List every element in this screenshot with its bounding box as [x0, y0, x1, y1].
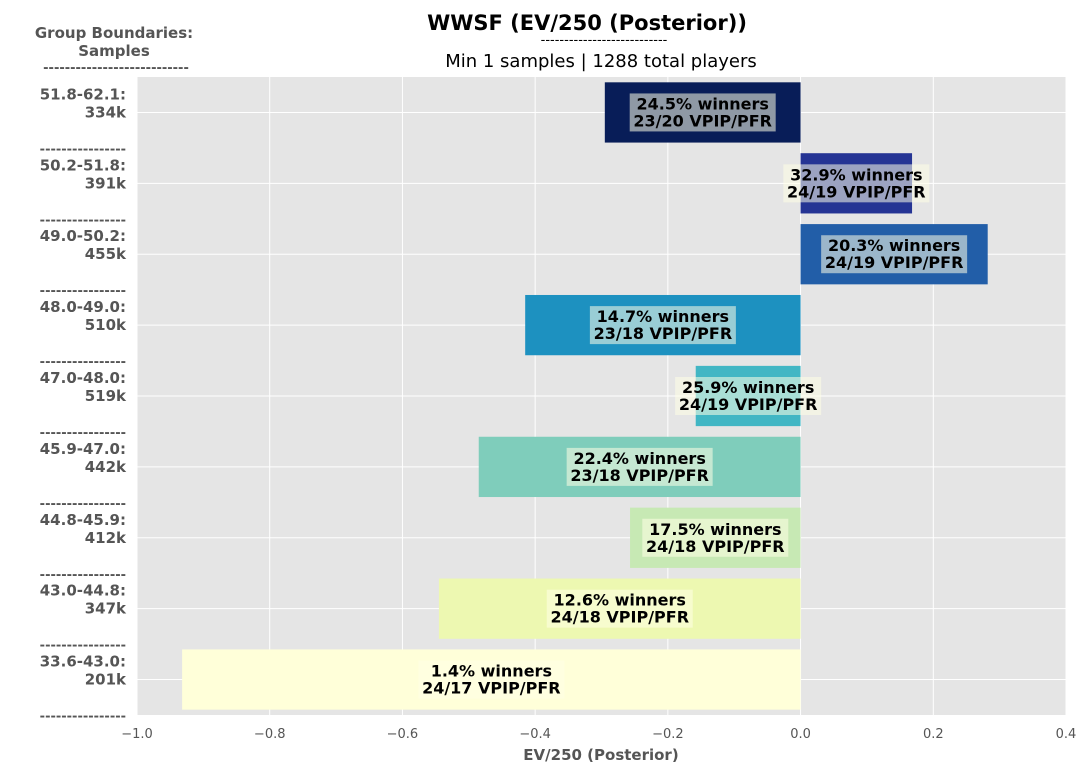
bar-winners-label: 14.7% winners	[597, 307, 729, 326]
bar-winners-label: 22.4% winners	[573, 449, 705, 468]
y-label-separator: ----------------	[40, 568, 126, 583]
y-label-separator: ----------------	[40, 639, 126, 654]
y-label-samples: 412k	[85, 529, 127, 547]
x-tick-label: −0.6	[387, 727, 419, 742]
x-axis-label: EV/250 (Posterior)	[523, 746, 678, 764]
y-label-separator: ----------------	[40, 213, 126, 228]
x-tick-label: 0.2	[923, 727, 944, 742]
y-label-separator: ----------------	[40, 284, 126, 299]
y-label-separator: ----------------	[40, 426, 126, 441]
y-label-range: 48.0-49.0:	[40, 298, 126, 316]
bar-label-box	[418, 660, 565, 699]
y-label-range: 33.6-43.0:	[40, 653, 126, 671]
bar-vpip-label: 23/20 VPIP/PFR	[633, 111, 772, 130]
y-label-range: 45.9-47.0:	[40, 440, 126, 458]
bar-winners-label: 17.5% winners	[649, 520, 781, 539]
y-label-range: 50.2-51.8:	[40, 156, 126, 174]
bar-vpip-label: 24/18 VPIP/PFR	[646, 537, 785, 556]
bar-label-box	[589, 306, 736, 345]
bar-winners-label: 1.4% winners	[431, 662, 552, 681]
bar-winners-label: 20.3% winners	[828, 236, 960, 255]
y-header-underline: ---------------------------	[43, 61, 189, 76]
y-label-range: 49.0-50.2:	[40, 227, 126, 245]
bar-vpip-label: 23/18 VPIP/PFR	[594, 324, 733, 343]
y-label-separator: ----------------	[40, 497, 126, 512]
y-axis-labels: 51.8-62.1:334k----------------50.2-51.8:…	[40, 85, 127, 724]
bar-label-box	[821, 235, 968, 274]
chart-subtitle: Min 1 samples | 1288 total players	[445, 51, 757, 72]
bar-label-box	[546, 589, 693, 628]
x-tick-label: −0.2	[652, 727, 684, 742]
y-label-samples: 510k	[85, 316, 127, 334]
y-label-range: 51.8-62.1:	[40, 85, 126, 103]
bar-winners-label: 32.9% winners	[790, 165, 922, 184]
x-tick-label: −0.8	[254, 727, 286, 742]
y-label-separator: ----------------	[40, 142, 126, 157]
y-label-samples: 519k	[85, 387, 127, 405]
chart-title-underline: ---------------------------	[541, 33, 668, 48]
x-axis-ticks: −1.0 −0.8 −0.6 −0.4 −0.2 0.0 0.2 0.4	[121, 727, 1076, 742]
y-header-line-1: Group Boundaries:	[35, 24, 193, 42]
bar-vpip-label: 23/18 VPIP/PFR	[570, 466, 709, 485]
chart-title: WWSF (EV/250 (Posterior))	[427, 11, 747, 35]
bar-label-box	[783, 164, 930, 203]
y-label-samples: 455k	[85, 245, 127, 263]
x-tick-label: −1.0	[121, 727, 153, 742]
y-label-range: 43.0-44.8:	[40, 582, 126, 600]
y-label-samples: 347k	[85, 600, 127, 618]
bar-vpip-label: 24/19 VPIP/PFR	[679, 395, 818, 414]
y-label-range: 44.8-45.9:	[40, 511, 126, 529]
y-label-samples: 201k	[85, 671, 127, 689]
x-tick-label: 0.0	[790, 727, 811, 742]
bar-label-box	[629, 93, 776, 132]
bar-label-box	[675, 377, 822, 415]
bar-vpip-label: 24/19 VPIP/PFR	[787, 182, 926, 201]
bar-winners-label: 24.5% winners	[636, 94, 768, 113]
bar-vpip-label: 24/17 VPIP/PFR	[422, 679, 561, 698]
bar-winners-label: 25.9% winners	[682, 378, 814, 397]
y-header-line-2: Samples	[78, 42, 150, 60]
y-label-separator: ----------------	[40, 355, 126, 370]
y-label-samples: 334k	[85, 103, 127, 121]
y-label-range: 47.0-48.0:	[40, 369, 126, 387]
x-tick-label: 0.4	[1056, 727, 1077, 742]
bar-vpip-label: 24/18 VPIP/PFR	[550, 608, 689, 627]
x-tick-label: −0.4	[519, 727, 551, 742]
y-label-samples: 442k	[85, 458, 127, 476]
bar-label-box	[566, 447, 713, 486]
y-label-samples: 391k	[85, 174, 127, 192]
bar-label-box	[642, 518, 789, 557]
bar-winners-label: 12.6% winners	[554, 591, 686, 610]
y-label-separator: ----------------	[40, 710, 126, 725]
bar-vpip-label: 24/19 VPIP/PFR	[825, 253, 964, 272]
